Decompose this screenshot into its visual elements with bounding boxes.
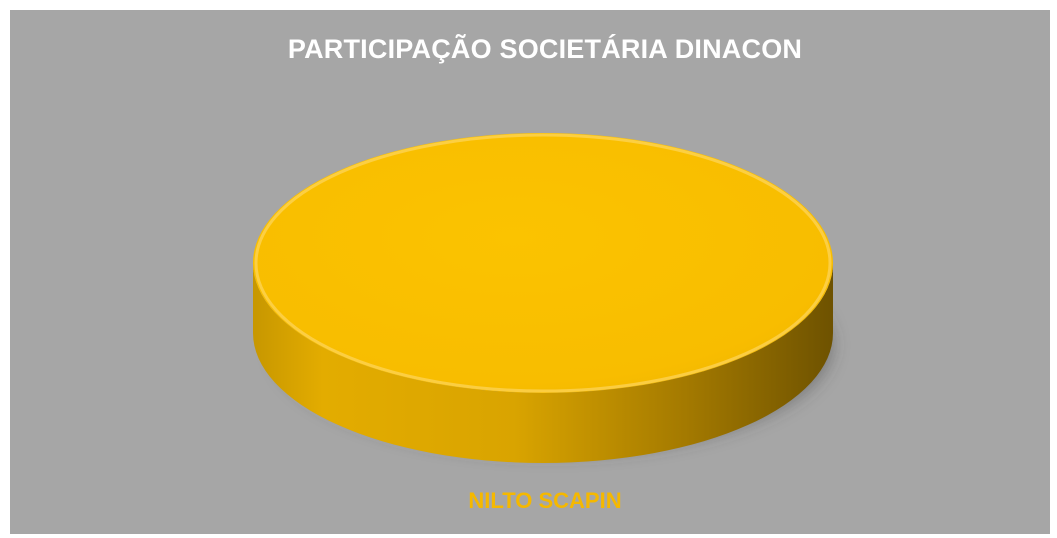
chart-title: PARTICIPAÇÃO SOCIETÁRIA DINACON <box>287 34 803 64</box>
pie-slice-side-nilto-scapin <box>253 263 833 463</box>
pie-slice-rim-nilto-scapin <box>254 133 832 393</box>
legend-entry-nilto-scapin: NILTO SCAPIN <box>468 488 622 513</box>
legend: NILTO SCAPIN <box>0 488 1057 514</box>
pie-slice-nilto-scapin <box>253 133 833 393</box>
